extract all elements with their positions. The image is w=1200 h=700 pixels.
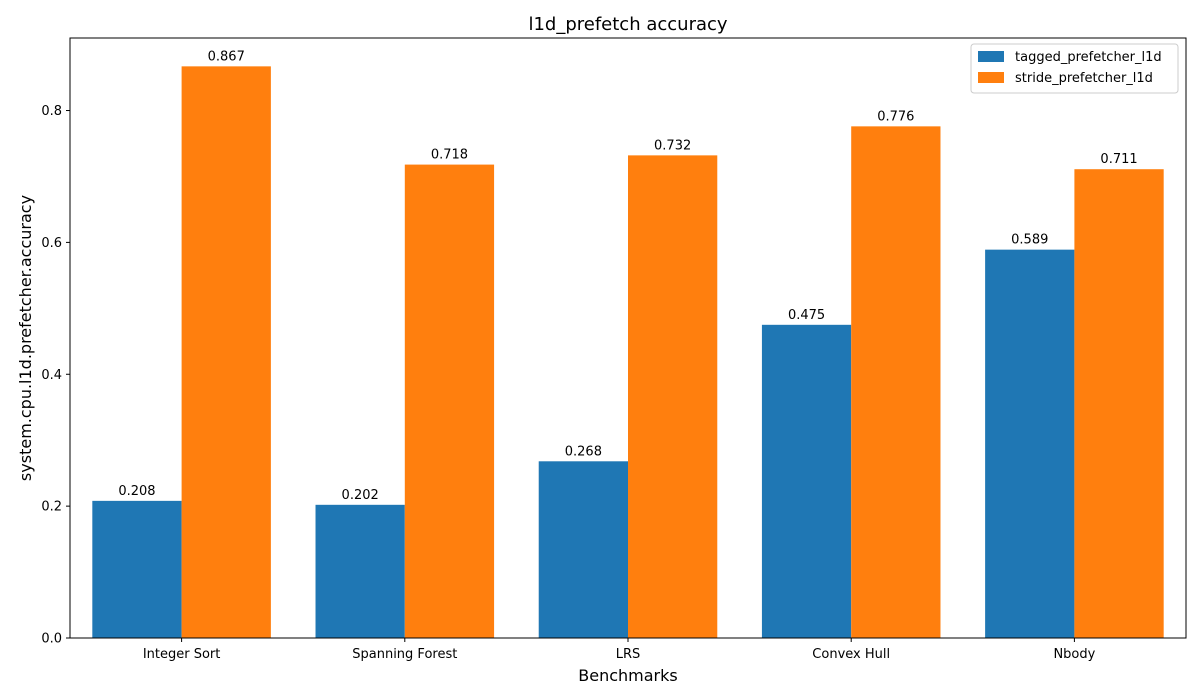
y-axis-label: system.cpu.l1d.prefetcher.accuracy: [16, 195, 35, 481]
data-label-tagged_prefetcher_l1d-0: 0.208: [118, 484, 155, 499]
y-tick-label: 0.0: [41, 632, 62, 647]
data-label-tagged_prefetcher_l1d-4: 0.589: [1011, 233, 1048, 248]
x-tick-label: Convex Hull: [812, 647, 890, 662]
y-tick-label: 0.6: [41, 236, 62, 251]
legend-box: [970, 43, 1179, 94]
y-axis: 0.0 0.2 0.4 0.6 0.8: [41, 104, 70, 647]
legend-label-stride_prefetcher_l1d: stride_prefetcher_l1d: [1015, 71, 1153, 86]
bar-stride_prefetcher_l1d-2: [628, 155, 718, 638]
bar-tagged_prefetcher_l1d-4: [985, 249, 1075, 638]
y-tick-label: 0.2: [41, 500, 62, 515]
data-label-tagged_prefetcher_l1d-3: 0.475: [788, 308, 825, 323]
data-label-stride_prefetcher_l1d-2: 0.732: [654, 138, 691, 153]
bar-stride_prefetcher_l1d-0: [181, 66, 271, 639]
legend: tagged_prefetcher_l1d stride_prefetcher_l…: [970, 43, 1179, 94]
bars-group: [92, 66, 1164, 639]
chart-title: l1d_prefetch accuracy: [528, 14, 727, 35]
x-tick-label: Nbody: [1053, 647, 1095, 662]
legend-swatch-stride_prefetcher_l1d: [978, 72, 1004, 83]
data-label-stride_prefetcher_l1d-0: 0.867: [208, 49, 245, 64]
data-labels-group: 0.208 0.867 0.202 0.718 0.268 0.732 0.475 0.776…: [118, 49, 1137, 502]
plot-area: 0.208 0.867 0.202 0.718 0.268 0.732 0.475 0.776…: [41, 37, 1187, 662]
y-tick-label: 0.8: [41, 104, 62, 119]
bar-stride_prefetcher_l1d-4: [1074, 169, 1164, 638]
bar-tagged_prefetcher_l1d-1: [315, 504, 405, 638]
x-tick-label: LRS: [616, 647, 641, 662]
bar-stride_prefetcher_l1d-1: [404, 164, 495, 639]
legend-entries: tagged_prefetcher_l1d stride_prefetcher_l…: [978, 50, 1162, 86]
data-label-stride_prefetcher_l1d-1: 0.718: [431, 148, 468, 163]
bar-tagged_prefetcher_l1d-2: [538, 461, 628, 638]
bar-tagged_prefetcher_l1d-0: [92, 500, 182, 638]
legend-swatch-tagged_prefetcher_l1d: [978, 51, 1004, 62]
data-label-tagged_prefetcher_l1d-1: 0.202: [342, 488, 379, 503]
x-tick-label: Integer Sort: [143, 647, 221, 662]
x-axis: Integer Sort Spanning Forest LRS Convex Hul…: [143, 638, 1096, 662]
x-axis-label: Benchmarks: [578, 666, 677, 685]
data-label-stride_prefetcher_l1d-3: 0.776: [877, 109, 914, 124]
y-tick-label: 0.4: [41, 368, 62, 383]
bar-tagged_prefetcher_l1d-3: [761, 324, 852, 638]
bar-stride_prefetcher_l1d-3: [851, 126, 941, 638]
legend-label-tagged_prefetcher_l1d: tagged_prefetcher_l1d: [1015, 50, 1162, 65]
data-label-stride_prefetcher_l1d-4: 0.711: [1100, 152, 1137, 167]
data-label-tagged_prefetcher_l1d-2: 0.268: [565, 444, 602, 459]
x-tick-label: Spanning Forest: [352, 647, 457, 662]
